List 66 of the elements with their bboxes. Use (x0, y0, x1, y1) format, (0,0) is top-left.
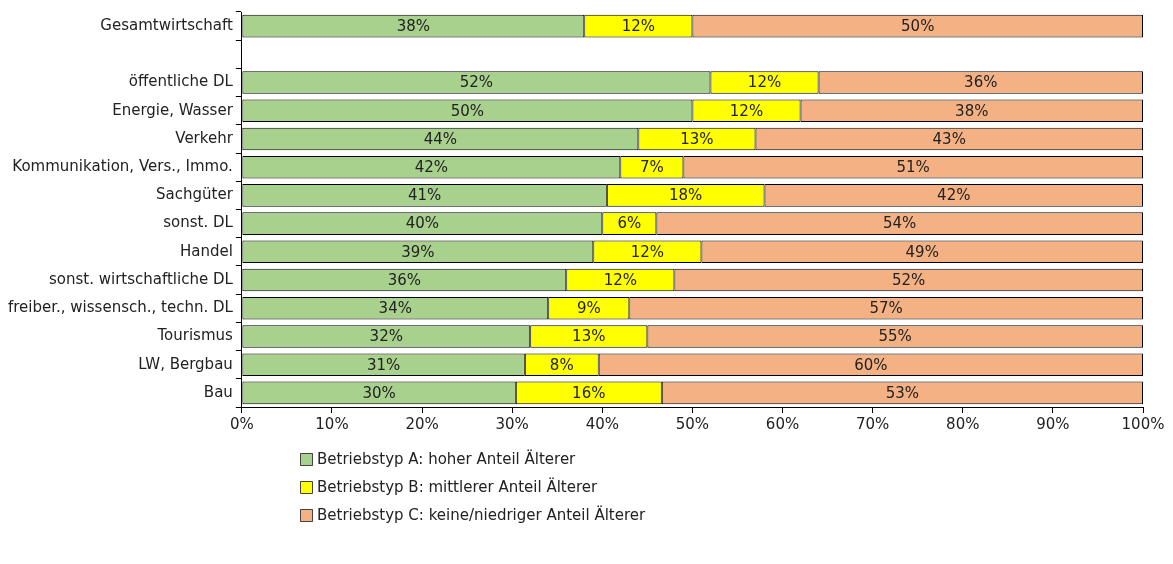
y-tick-label: Energie, Wasser (112, 100, 234, 119)
data-label: 13% (572, 327, 606, 346)
data-label: 9% (576, 299, 601, 318)
data-label: 42% (414, 158, 449, 177)
data-label: 31% (366, 355, 401, 374)
x-tick-label: 100% (1121, 414, 1165, 433)
data-label: 51% (896, 158, 930, 177)
x-tick-label: 70% (855, 414, 890, 433)
data-label: 12% (603, 270, 637, 289)
y-tick-label: Gesamtwirtschaft (100, 16, 233, 34)
data-label: 54% (883, 214, 917, 233)
data-label: 13% (680, 129, 714, 148)
x-tick-label: 60% (765, 414, 800, 433)
data-label: 36% (964, 73, 998, 92)
y-tick-label: sonst. DL (163, 213, 234, 232)
data-label: 49% (905, 242, 939, 261)
y-tick-label: LW, Bergbau (138, 354, 233, 373)
data-label: 12% (621, 17, 656, 35)
data-label: 44% (423, 129, 458, 148)
data-label: 57% (869, 299, 903, 318)
data-label: 38% (955, 101, 989, 120)
data-label: 50% (901, 17, 935, 35)
y-tick-label: Sachgüter (156, 185, 234, 204)
x-tick-label: 0% (229, 414, 254, 433)
data-label: 60% (854, 355, 888, 374)
data-label: 12% (747, 73, 782, 92)
legend-label: Betriebstyp B: mittlerer Anteil Älterer (317, 476, 598, 496)
data-label: 12% (729, 101, 764, 120)
data-label: 7% (639, 158, 664, 177)
y-tick-label: Kommunikation, Vers., Immo. (12, 157, 233, 176)
x-tick-label: 30% (495, 414, 529, 433)
data-label: 41% (407, 186, 442, 205)
data-label: 12% (630, 242, 665, 261)
legend-label: Betriebstyp C: keine/niedriger Anteil Älterer (317, 504, 647, 524)
data-label: 42% (937, 186, 971, 205)
data-label: 39% (401, 242, 435, 261)
y-tick-label: sonst. wirtschaftliche DL (48, 269, 234, 288)
data-label: 53% (885, 383, 920, 402)
data-label: 38% (396, 17, 430, 35)
data-label: 52% (459, 73, 494, 92)
y-tick-label: Handel (179, 241, 233, 260)
y-tick-label: Verkehr (175, 128, 234, 147)
data-label: 6% (617, 214, 642, 233)
data-label: 55% (878, 327, 912, 346)
data-label: 40% (405, 214, 439, 233)
y-tick-label: Bau (203, 382, 233, 401)
data-label: 50% (450, 101, 485, 120)
x-tick-label: 20% (405, 414, 439, 433)
data-label: 34% (378, 299, 412, 318)
x-tick-label: 50% (675, 414, 710, 433)
x-tick-label: 10% (315, 414, 349, 433)
legend-label: Betriebstyp A: hoher Anteil Älterer (317, 448, 577, 468)
data-label: 36% (387, 270, 421, 289)
data-label: 32% (369, 327, 403, 346)
data-label: 16% (572, 383, 606, 402)
x-tick-label: 80% (946, 414, 980, 433)
data-label: 8% (549, 355, 574, 374)
data-label: 43% (932, 129, 966, 148)
y-tick-label: öffentliche DL (128, 72, 234, 91)
x-tick-label: 90% (1036, 414, 1070, 433)
x-tick-label: 40% (585, 414, 619, 433)
y-tick-label: freiber., wissensch., techn. DL (7, 298, 234, 317)
data-label: 18% (668, 186, 703, 205)
data-label: 30% (362, 383, 396, 402)
data-label: 52% (892, 270, 926, 289)
y-tick-label: Tourismus (156, 326, 234, 345)
